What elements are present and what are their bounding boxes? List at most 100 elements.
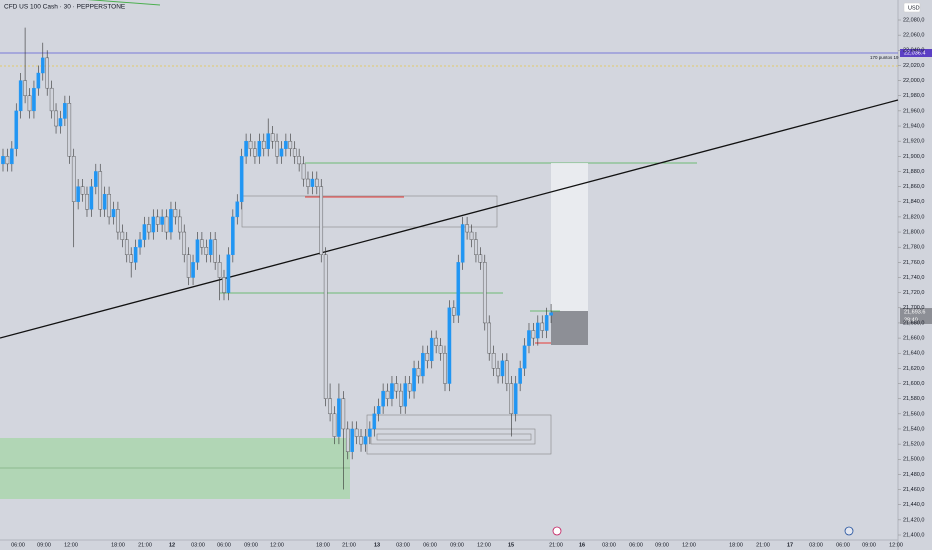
- candle-body: [491, 353, 496, 369]
- candle-body: [257, 140, 262, 157]
- x-tick-label: 21:00: [138, 542, 152, 548]
- candles: [1, 27, 553, 490]
- candle-body: [266, 133, 271, 149]
- candle-body: [124, 239, 129, 255]
- x-tick-label: 12:00: [477, 542, 491, 548]
- candle-body: [40, 57, 45, 74]
- demand-zone: [0, 438, 350, 499]
- candle-body: [27, 95, 32, 112]
- candle-body: [354, 428, 359, 437]
- candle-body: [407, 383, 412, 392]
- candle-body: [248, 140, 253, 149]
- candle-body: [111, 209, 116, 218]
- x-tick-label: 15: [508, 542, 514, 548]
- candle-body: [288, 140, 293, 149]
- candle-body: [536, 322, 540, 339]
- candle-body: [67, 103, 72, 157]
- candle-body: [376, 406, 381, 415]
- candle-body: [505, 360, 509, 384]
- event-icon[interactable]: [552, 526, 562, 536]
- candle-body: [549, 312, 553, 316]
- candle-body: [226, 254, 231, 293]
- candle-body: [301, 163, 306, 180]
- y-tick-label: 21,880,0: [903, 169, 924, 175]
- x-tick-label: 13: [374, 542, 380, 548]
- box: [376, 433, 532, 441]
- y-tick-label: 21,460,0: [903, 487, 924, 493]
- x-tick-label: 09:00: [37, 542, 51, 548]
- candle-body: [509, 383, 514, 415]
- y-tick-label: 21,860,0: [903, 184, 924, 190]
- last-price-box: [900, 308, 932, 324]
- candle-body: [1, 156, 5, 165]
- candle-body: [14, 110, 19, 149]
- candle-body: [527, 330, 531, 346]
- candle-body: [381, 390, 385, 407]
- candle-body: [10, 148, 14, 165]
- candle-body: [474, 239, 478, 255]
- candle-body: [412, 368, 416, 392]
- candle-body: [160, 216, 164, 225]
- target-zone: [551, 163, 588, 311]
- y-tick-label: 21,740,0: [903, 275, 924, 281]
- y-tick-label: 22,080,0: [903, 17, 924, 23]
- candle-body: [297, 156, 301, 165]
- x-tick-label: 17: [787, 542, 793, 548]
- candle-body: [94, 171, 98, 187]
- candle-body: [173, 209, 178, 218]
- candle-body: [447, 307, 452, 384]
- candle-body: [284, 140, 288, 149]
- x-tick-label: 09:00: [655, 542, 669, 548]
- candle-body: [5, 156, 10, 165]
- candle-body: [182, 231, 187, 255]
- candle-body: [337, 398, 341, 437]
- candle-body: [469, 231, 474, 240]
- candle-body: [359, 436, 363, 445]
- currency-box: [903, 2, 921, 13]
- candle-body: [120, 231, 125, 240]
- box: [241, 195, 498, 228]
- candle-body: [71, 156, 76, 202]
- note: 170 puntos 19: [870, 55, 899, 60]
- candle-body: [500, 360, 505, 377]
- candle-body: [513, 383, 518, 415]
- candle-body: [138, 239, 142, 248]
- event-icon[interactable]: [844, 526, 854, 536]
- last-price: 21,693.6: [904, 309, 925, 315]
- candle-body: [279, 148, 284, 157]
- candle-body: [482, 262, 487, 324]
- x-tick-label: 18:00: [316, 542, 330, 548]
- y-tick-label: 21,900,0: [903, 154, 924, 160]
- y-tick-label: 21,620,0: [903, 366, 924, 372]
- candle-body: [155, 216, 160, 225]
- y-tick-label: 21,540,0: [903, 426, 924, 432]
- y-tick-label: 21,520,0: [903, 442, 924, 448]
- y-tick-label: 22,000,0: [903, 78, 924, 84]
- y-tick-label: 21,500,0: [903, 457, 924, 463]
- box: [366, 414, 552, 455]
- candle-body: [332, 413, 337, 437]
- y-tick-label: 21,760,0: [903, 260, 924, 266]
- candle-body: [350, 428, 354, 452]
- candle-body: [452, 307, 456, 316]
- candle-body: [403, 383, 408, 407]
- candle-body: [102, 193, 107, 210]
- candle-body: [518, 368, 522, 384]
- candle-body: [222, 277, 226, 293]
- candle-body: [208, 239, 213, 255]
- candle-body: [443, 353, 447, 384]
- candle-body: [487, 322, 492, 354]
- candle-body: [177, 216, 182, 233]
- candle-body: [217, 262, 222, 278]
- x-tick-label: 18:00: [111, 542, 125, 548]
- x-tick-label: 06:00: [423, 542, 437, 548]
- y-tick-label: 21,580,0: [903, 396, 924, 402]
- y-tick-label: 21,720,0: [903, 290, 924, 296]
- y-tick-label: 22,020,0: [903, 63, 924, 69]
- x-tick-label: 18:00: [729, 542, 743, 548]
- candle-body: [45, 57, 49, 89]
- x-tick-label: 09:00: [244, 542, 258, 548]
- y-tick-label: 21,400,0: [903, 532, 924, 538]
- candle-body: [531, 330, 536, 339]
